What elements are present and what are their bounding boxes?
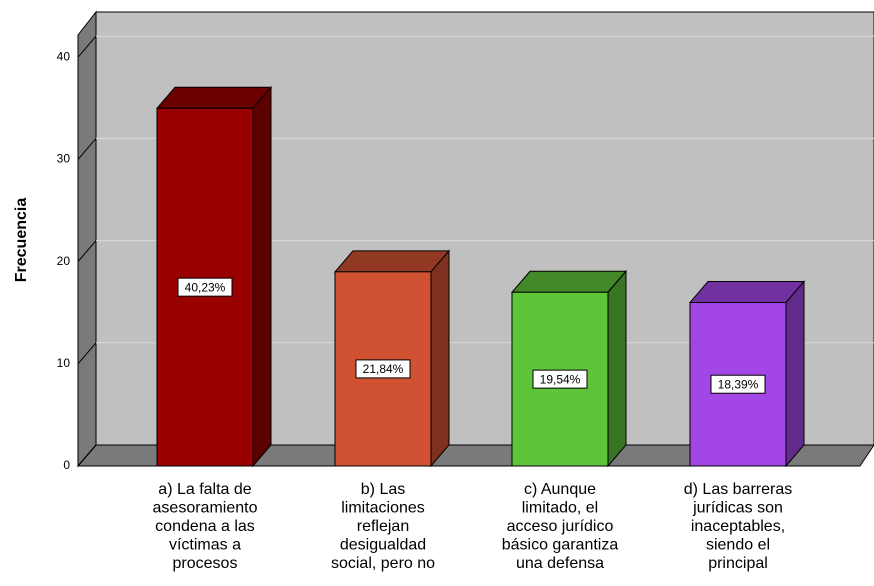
value-label-box xyxy=(177,277,233,297)
x-tick-label: condena a las xyxy=(155,518,255,535)
y-tick-label: 10 xyxy=(57,356,71,370)
y-tick-label: 40 xyxy=(57,49,71,63)
x-tick-label: jurídicas son xyxy=(692,500,783,517)
x-tick-label: una defensa xyxy=(516,555,604,572)
x-tick-label: principal xyxy=(708,555,768,572)
value-label-box xyxy=(710,374,766,394)
tick-mark xyxy=(77,138,97,160)
bar-top xyxy=(155,86,273,109)
x-tick-label: a) La falta de xyxy=(158,481,252,498)
tick-mark xyxy=(77,342,97,365)
value-label: 21,84% xyxy=(363,362,404,376)
x-tick-label: procesos xyxy=(173,555,238,572)
x-tick-label: básico garantiza xyxy=(502,537,619,554)
x-tick-label: social, pero no xyxy=(331,555,435,572)
tick-mark xyxy=(77,240,97,262)
y-tick-label: 0 xyxy=(63,458,70,472)
x-tick-label: b) Las xyxy=(361,481,405,498)
x-tick-label: asesoramiento xyxy=(153,500,258,517)
y-tick-label: 20 xyxy=(57,254,71,268)
bar-top xyxy=(333,250,451,273)
x-tick-label: acceso jurídico xyxy=(507,518,614,535)
x-tick-label: limitaciones xyxy=(341,500,425,517)
bar-side xyxy=(607,269,627,468)
bar-top xyxy=(510,270,628,293)
bar-side xyxy=(252,85,272,468)
x-tick-label: siendo el xyxy=(706,537,770,554)
value-label-box xyxy=(532,369,588,389)
x-tick-label: c) Aunque xyxy=(524,481,596,498)
x-tick-label: reflejan xyxy=(357,518,409,535)
left-wall xyxy=(77,10,97,468)
value-label-box xyxy=(355,359,411,379)
tick-mark xyxy=(77,444,97,467)
x-tick-label: víctimas a xyxy=(169,537,241,554)
bar-side xyxy=(430,249,450,468)
value-label: 40,23% xyxy=(185,280,226,294)
x-tick-label: limitado, el xyxy=(522,500,598,517)
tick-mark xyxy=(77,35,97,58)
y-axis-label: Frecuencia xyxy=(13,198,30,283)
value-label: 19,54% xyxy=(540,372,581,386)
x-tick-label: d) Las barreras xyxy=(684,481,793,498)
y-tick-label: 30 xyxy=(57,152,71,166)
bar-top xyxy=(688,280,806,303)
bar-side xyxy=(785,280,805,468)
x-tick-label: inaceptables, xyxy=(691,518,785,535)
x-tick-label: desigualdad xyxy=(340,537,426,554)
value-label: 18,39% xyxy=(718,377,759,391)
